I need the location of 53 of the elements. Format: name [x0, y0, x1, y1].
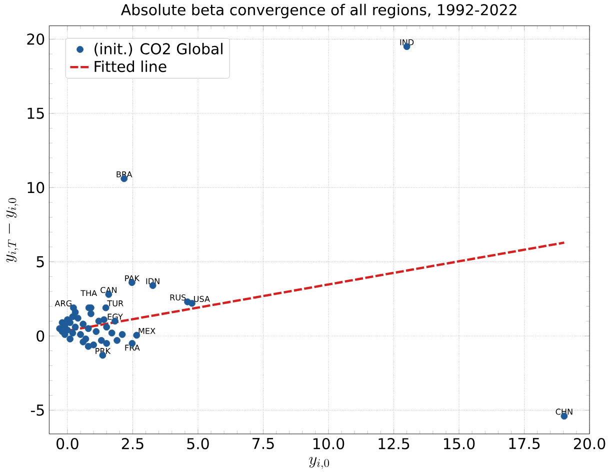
point — [84, 325, 92, 332]
chart-title: Absolute beta convergence of all regions, 1992-2022 — [120, 4, 516, 18]
point — [108, 330, 116, 337]
point — [84, 342, 92, 350]
point — [90, 342, 98, 348]
point — [66, 336, 74, 342]
y-tick-label: 0 — [36, 330, 44, 342]
point — [103, 340, 110, 347]
x-tick-label: 5.0 — [187, 438, 209, 450]
legend-label: (init.) CO2 Global — [94, 42, 222, 56]
x-tick-label: 20.0 — [574, 438, 606, 450]
annotation: THA — [80, 290, 98, 296]
y-axis-title: $y_{i,T} - y_{i,0}$ — [6, 198, 18, 262]
point — [80, 320, 87, 328]
point — [100, 316, 108, 324]
point — [72, 324, 79, 331]
point — [88, 310, 94, 318]
y-tick-label: 10 — [28, 182, 44, 194]
point — [188, 300, 196, 307]
annotation: TUR — [107, 300, 124, 306]
y-tick-label: 20 — [27, 34, 44, 45]
point — [64, 316, 71, 324]
x-tick-label: 2.5 — [122, 438, 144, 450]
annotation: CHN — [556, 408, 572, 415]
annotation: CAN — [100, 287, 116, 294]
point — [92, 328, 100, 336]
x-tick-label: 15.0 — [444, 438, 475, 450]
y-tick-label: 5 — [36, 256, 44, 268]
point — [58, 319, 66, 326]
y-tick-label: -5 — [30, 404, 44, 416]
point — [133, 332, 140, 339]
annotation: PAK — [125, 275, 140, 282]
annotation: USA — [194, 296, 210, 302]
point — [69, 313, 76, 320]
annotation: BRA — [116, 171, 132, 178]
point — [69, 330, 76, 337]
legend-label: Fitted line — [94, 60, 166, 72]
point — [98, 337, 105, 344]
point — [118, 331, 126, 338]
x-tick-label: 12.5 — [378, 438, 410, 450]
annotation: RUS — [170, 294, 186, 301]
x-tick-label: 0.0 — [56, 438, 78, 450]
point — [80, 338, 87, 346]
point — [103, 324, 110, 331]
x-tick-label: 10.0 — [313, 438, 344, 450]
x-tick-label: 17.5 — [509, 438, 540, 450]
x-axis-title: $y_{i,0}$ — [309, 457, 330, 470]
y-tick-label: 15 — [28, 108, 44, 119]
point — [114, 337, 121, 344]
x-tick-label: 7.5 — [252, 438, 274, 450]
annotation: ARG — [54, 300, 72, 306]
annotation: MEX — [138, 328, 156, 334]
point — [77, 331, 84, 338]
